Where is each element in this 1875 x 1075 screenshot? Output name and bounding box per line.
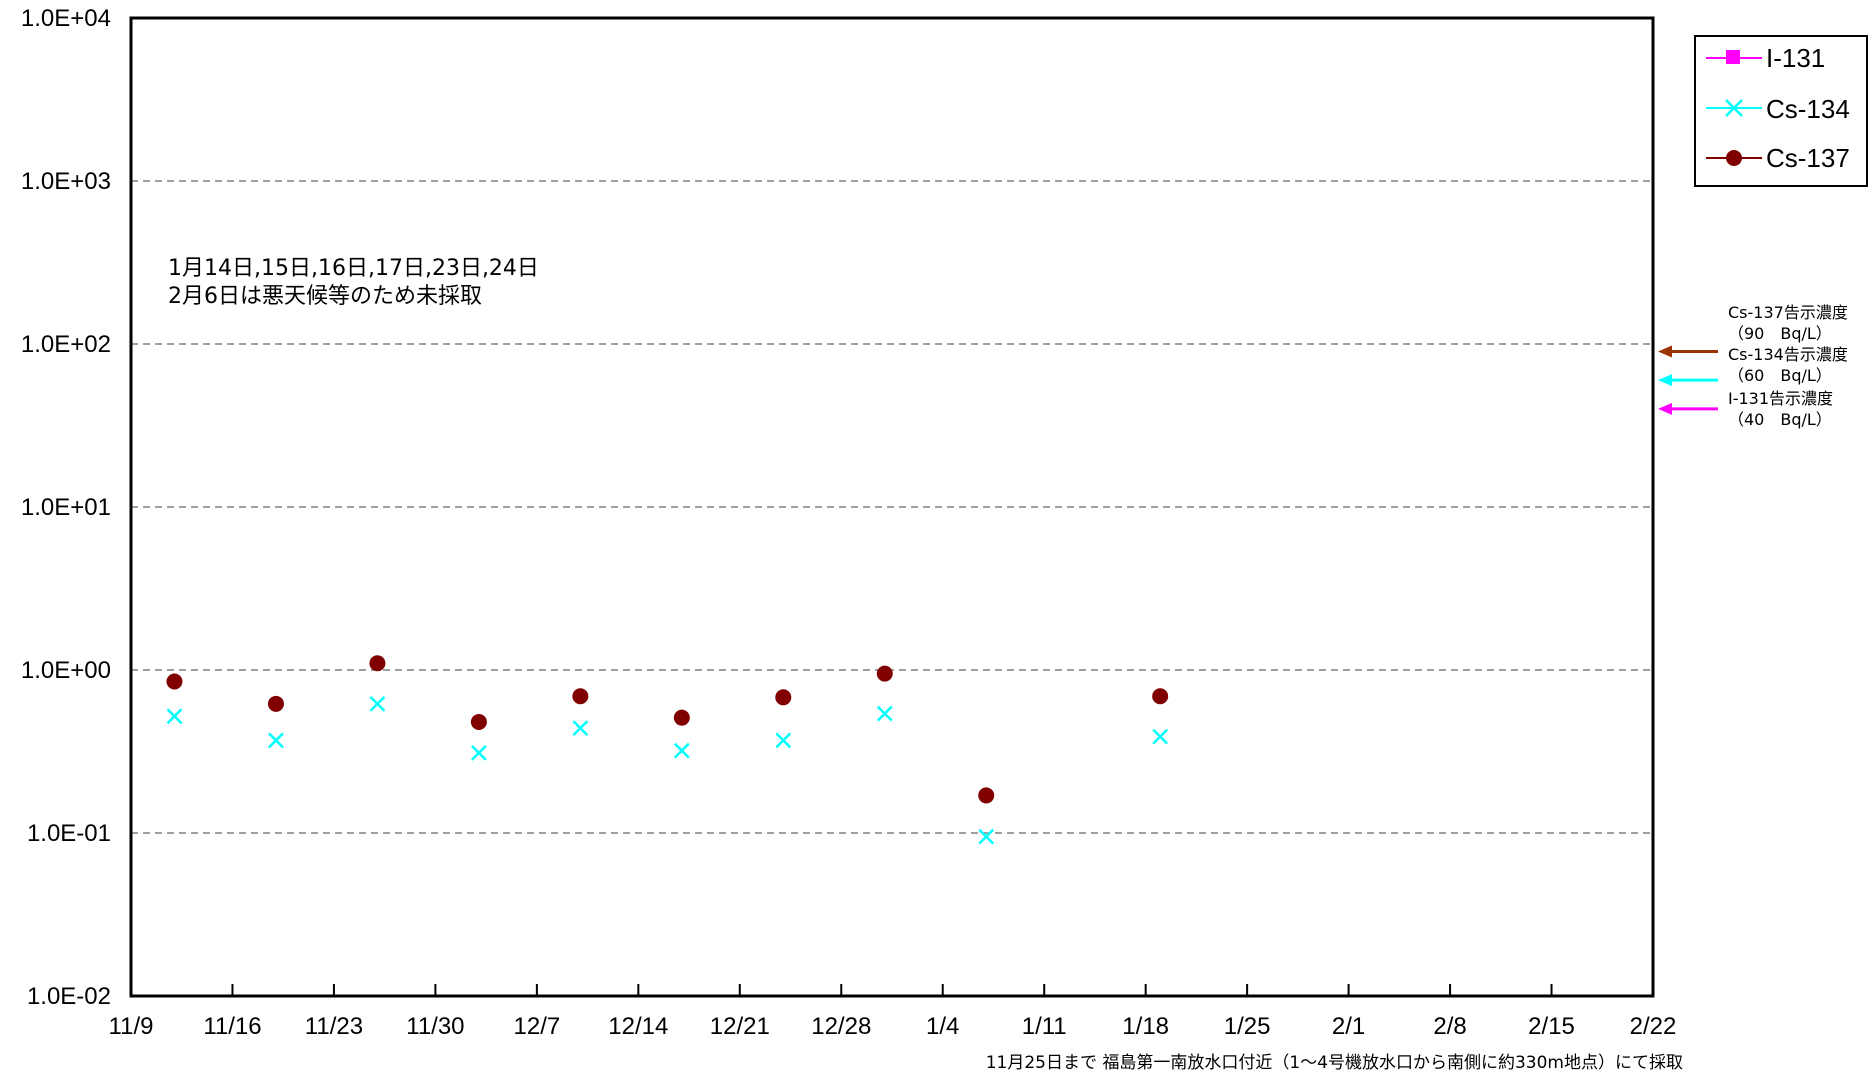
y-tick-label: 1.0E+01: [21, 494, 111, 521]
x-tick-label: 11/30: [406, 1013, 464, 1040]
data-point-cs-137: [775, 689, 792, 706]
x-tick-label: 11/9: [109, 1013, 154, 1040]
x-tick-label: 12/14: [608, 1013, 668, 1040]
y-tick-label: 1.0E+00: [21, 657, 111, 684]
x-tick-label: 2/1: [1332, 1013, 1365, 1040]
data-point-cs-137: [267, 695, 284, 712]
legend-label-cs134: Cs-134: [1766, 94, 1850, 124]
plot-area-frame: [129, 16, 1655, 998]
annotation-line-2: 2月6日は悪天候等のため未採取: [168, 284, 482, 309]
data-point-cs-134: [572, 720, 589, 737]
y-tick-label: 1.0E-02: [27, 983, 111, 1010]
x-tick-label: 11/16: [203, 1013, 261, 1040]
limit-label: I-131告示濃度: [1728, 389, 1833, 408]
data-point-cs-137: [978, 787, 995, 804]
data-point-cs-134: [166, 708, 183, 725]
data-point-cs-137: [166, 673, 183, 690]
limit-arrow-head: [1658, 345, 1672, 358]
data-points: [166, 655, 1169, 845]
gridlines: [131, 180, 1653, 834]
legend-box: [1694, 35, 1868, 187]
limit-label: Cs-137告示濃度: [1728, 303, 1848, 322]
x-tick-label: 12/28: [811, 1013, 871, 1040]
x-tick-label: 12/7: [514, 1013, 561, 1040]
legend-marker-cs134: [1725, 99, 1743, 117]
data-point-cs-134: [876, 705, 893, 722]
data-point-cs-134: [268, 732, 284, 749]
x-tick-label: 1/11: [1022, 1013, 1067, 1040]
limit-arrow-head: [1658, 374, 1672, 387]
limit-value: （40 Bq/L）: [1728, 410, 1832, 429]
legend-marker-i131: [1726, 50, 1740, 64]
data-point-cs-134: [471, 745, 487, 761]
legend: I-131 Cs-134 Cs-137: [1694, 35, 1868, 187]
limit-value: （60 Bq/L）: [1728, 366, 1832, 385]
x-tick-label: 1/25: [1224, 1013, 1271, 1040]
data-point-cs-137: [470, 713, 487, 730]
data-point-cs-137: [673, 709, 690, 726]
limit-arrow-head: [1658, 402, 1672, 415]
limit-value: （90 Bq/L）: [1728, 324, 1832, 343]
x-tick-label: 11/23: [305, 1013, 363, 1040]
x-tick-label: 1/18: [1122, 1013, 1169, 1040]
y-axis: 1.0E-02 1.0E-01 1.0E+00 1.0E+01 1.0E+02 1.0E+…: [21, 5, 111, 1010]
data-point-cs-137: [876, 665, 893, 682]
x-tick-label: 2/22: [1630, 1013, 1677, 1040]
data-point-cs-137: [1152, 688, 1169, 705]
legend-label-i131: I-131: [1766, 43, 1825, 73]
footnote: 11月25日まで 福島第一南放水口付近（1～4号機放水口から南側に約330m地点…: [986, 1053, 1683, 1073]
y-tick-label: 1.0E-01: [27, 820, 111, 847]
x-tick-label: 1/4: [926, 1013, 959, 1040]
legend-marker-cs137: [1726, 150, 1742, 166]
x-tick-label: 2/15: [1528, 1013, 1575, 1040]
data-point-cs-134: [775, 732, 792, 749]
legend-label-cs137: Cs-137: [1766, 143, 1850, 173]
x-axis: 11/9 11/16 11/23 11/30 12/7 12/14 12/21 12/28 1/…: [109, 984, 1677, 1040]
limit-label: Cs-134告示濃度: [1728, 345, 1848, 364]
limit-markers: Cs-137告示濃度 （90 Bq/L） Cs-134告示濃度 （60 Bq/L） I-…: [1658, 303, 1848, 429]
y-tick-label: 1.0E+04: [21, 5, 111, 32]
data-point-cs-134: [978, 828, 995, 845]
x-tick-label: 12/21: [710, 1013, 770, 1040]
data-point-cs-134: [369, 695, 386, 712]
y-tick-label: 1.0E+03: [21, 168, 111, 195]
data-point-cs-134: [1152, 728, 1169, 745]
x-tick-label: 2/8: [1433, 1013, 1466, 1040]
y-tick-label: 1.0E+02: [21, 331, 111, 358]
annotation-line-1: 1月14日,15日,16日,17日,23日,24日: [168, 256, 539, 281]
data-point-cs-137: [369, 655, 386, 672]
data-point-cs-134: [673, 742, 690, 759]
data-point-cs-137: [572, 688, 589, 705]
